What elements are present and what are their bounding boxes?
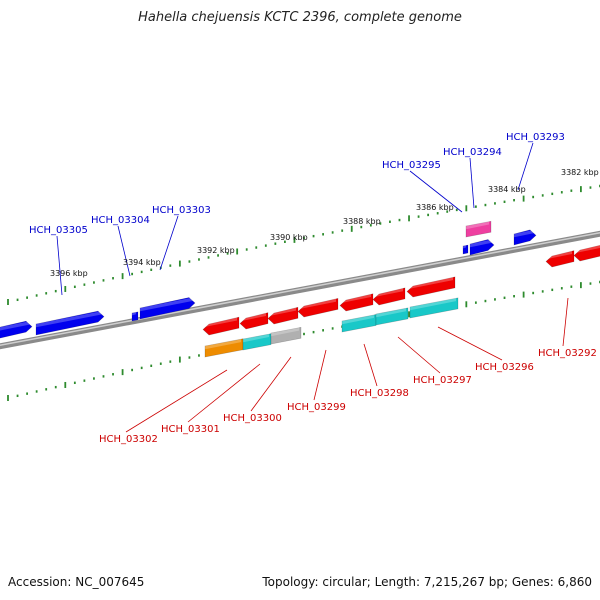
label-leader-line [250,356,292,412]
gene-label[interactable]: HCH_03292 [538,348,597,359]
gene-hch-03297[interactable] [372,287,406,306]
gene-hch-03291[interactable] [573,244,600,262]
gene-hch-03294[interactable] [465,220,492,238]
feature-hch-03301[interactable] [242,333,272,351]
gene-hch-03299[interactable] [297,298,339,318]
gene-hch-03304[interactable] [131,311,139,322]
gene-hch-03303-highlight [140,297,193,312]
gene-track [0,220,600,358]
feature-hch-03297-highlight [376,307,406,318]
bottom-tick-track [7,280,600,401]
gene-hch-03300[interactable] [267,306,299,325]
gene-hch-03292-highlight [546,250,572,260]
gene-label[interactable]: HCH_03303 [152,205,211,216]
label-leader-line [159,215,179,271]
gene-hch-03296[interactable] [406,276,456,298]
gene-label[interactable]: HCH_03294 [443,147,502,158]
tick-label: 3392 kbp [197,246,235,255]
feature-hch-03296[interactable] [409,297,459,319]
gene-label[interactable]: HCH_03295 [382,160,441,171]
feature-hch-03300-highlight [271,327,299,337]
tick-labels: 3396 kbp 3394 kbp 3392 kbp 3390 kbp 3388 kbp… [50,168,599,278]
label-leader-line [562,297,569,347]
label-leader-line [469,157,475,209]
gene-hch-03294b-highlight [470,239,492,248]
feature-hch-03302-highlight [205,338,241,350]
label-leader-line [117,225,131,277]
label-leader-line [437,326,503,361]
genome-backbone-highlight [0,231,600,347]
tick-label: 3390 kbp [270,233,308,242]
label-leader-line [187,363,261,423]
gene-hch-03295-highlight [463,245,466,249]
gene-hch-03300-highlight [268,307,296,317]
tick-label: 3386 kbp [416,203,454,212]
tick-label: 3394 kbp [123,258,161,267]
gene-hch-03301-highlight [240,312,266,322]
tick-label: 3382 kbp [561,168,599,177]
gene-label[interactable]: HCH_03299 [287,402,346,413]
label-leader-line [363,343,378,387]
gene-hch-03302[interactable] [202,316,240,336]
feature-hch-03296-highlight [410,297,456,311]
gene-hch-03298-highlight [340,293,371,304]
accession-text: Accession: NC_007645 [8,575,145,589]
gene-label[interactable]: HCH_03293 [506,132,565,143]
gene-hch-03305[interactable] [35,310,105,336]
label-leader-line [56,235,63,296]
gene-label[interactable]: HCH_03302 [99,434,158,445]
gene-label[interactable]: HCH_03296 [475,362,534,373]
gene-hch-03294-highlight [466,221,489,230]
tick-label: 3384 kbp [488,185,526,194]
gene-hch-03304-highlight [132,311,136,316]
label-leader-line [409,170,463,213]
gene-hch-03302-highlight [203,317,237,328]
gene-hch-03296-highlight [407,276,453,290]
gene-hch-03292[interactable] [545,250,575,268]
gene-hch-03305-highlight [36,311,102,328]
gene-hch-03294b[interactable] [469,239,495,256]
gene-hch-03293-highlight [514,229,534,238]
feature-hch-03297[interactable] [375,307,409,326]
gene-label[interactable]: HCH_03305 [29,225,88,236]
label-leader-line [313,349,327,401]
gene-hch-03306-highlight [0,321,30,331]
gene-hch-03291-highlight [574,244,600,254]
gene-label[interactable]: HCH_03298 [350,388,409,399]
label-leader-line [517,142,534,191]
gene-label[interactable]: HCH_03300 [223,413,282,424]
genome-summary-text: Topology: circular; Length: 7,215,267 bp… [262,575,592,589]
genome-backbone [0,230,600,350]
gene-hch-03303[interactable] [139,297,196,320]
feature-hch-03298-highlight [342,314,374,325]
gene-hch-03293[interactable] [513,229,537,246]
label-leader-line [125,369,228,433]
map-title: Hahella chejuensis KCTC 2396, complete g… [138,10,462,25]
gene-hch-03297-highlight [373,287,403,298]
gene-hch-03299-highlight [298,298,336,310]
gene-label[interactable]: HCH_03304 [91,215,150,226]
gene-labels: HCH_03305HCH_03304HCH_03303HCH_03295HCH_… [29,132,597,445]
gene-label[interactable]: HCH_03297 [413,375,472,386]
feature-hch-03301-highlight [243,333,269,343]
gene-label[interactable]: HCH_03301 [161,424,220,435]
top-tick-track [7,184,600,305]
feature-hch-03298[interactable] [341,314,377,333]
tick-label: 3388 kbp [343,217,381,226]
gene-hch-03295[interactable] [462,244,469,255]
tick-label: 3396 kbp [50,269,88,278]
gene-hch-03298[interactable] [339,293,374,312]
feature-hch-03300[interactable] [270,326,302,345]
gene-hch-03306[interactable] [0,320,33,339]
gene-hch-03301[interactable] [239,312,269,330]
label-leader-line [397,336,441,374]
